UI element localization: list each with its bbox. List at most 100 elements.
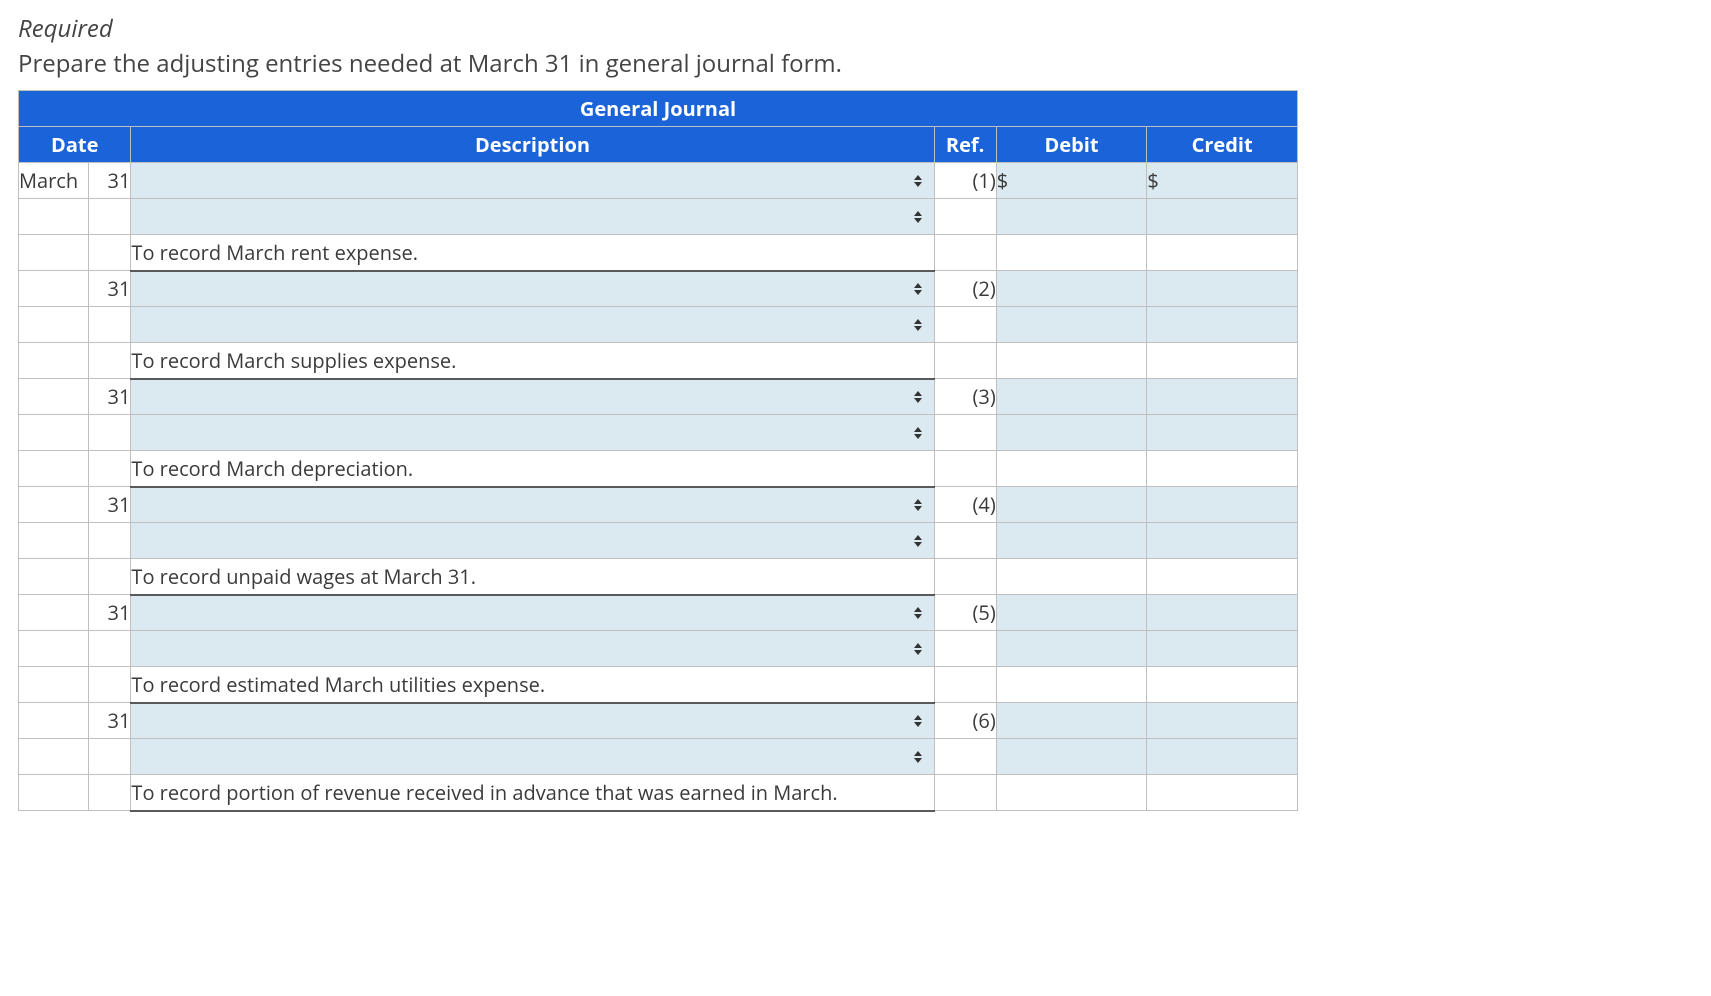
sort-icon — [912, 713, 924, 729]
credit-input[interactable] — [1147, 739, 1298, 775]
credit-input[interactable]: $ — [1147, 163, 1298, 199]
credit-input[interactable] — [1147, 595, 1298, 631]
debit-input[interactable] — [996, 199, 1147, 235]
debit-input[interactable] — [996, 631, 1147, 667]
date-day-cell: 31 — [89, 703, 131, 739]
sort-icon — [912, 425, 924, 441]
description-debit-select[interactable] — [131, 379, 934, 415]
ref-cell: (5) — [934, 595, 996, 631]
credit-cell — [1147, 343, 1298, 379]
debit-cell — [996, 451, 1147, 487]
instruction-text: Prepare the adjusting entries needed at … — [18, 47, 1693, 80]
date-day-cell — [89, 631, 131, 667]
date-month-cell — [19, 199, 89, 235]
date-month-cell — [19, 451, 89, 487]
debit-input[interactable]: $ — [996, 163, 1147, 199]
debit-input[interactable] — [996, 379, 1147, 415]
debit-input[interactable] — [996, 271, 1147, 307]
debit-input[interactable] — [996, 595, 1147, 631]
explanation-cell: To record March depreciation. — [131, 451, 934, 487]
ref-cell — [934, 559, 996, 595]
description-credit-select[interactable] — [131, 199, 934, 235]
description-credit-select[interactable] — [131, 631, 934, 667]
explanation-cell: To record portion of revenue received in… — [131, 775, 934, 811]
sort-icon — [912, 533, 924, 549]
credit-cell — [1147, 451, 1298, 487]
date-month-cell: March — [19, 163, 89, 199]
date-day-cell — [89, 307, 131, 343]
credit-cell — [1147, 559, 1298, 595]
journal-title: General Journal — [19, 91, 1298, 127]
ref-cell: (1) — [934, 163, 996, 199]
credit-input[interactable] — [1147, 271, 1298, 307]
debit-input[interactable] — [996, 307, 1147, 343]
date-day-cell — [89, 523, 131, 559]
debit-cell — [996, 235, 1147, 271]
ref-cell — [934, 307, 996, 343]
description-debit-select[interactable] — [131, 703, 934, 739]
explanation-cell: To record March rent expense. — [131, 235, 934, 271]
col-ref: Ref. — [934, 127, 996, 163]
date-day-cell — [89, 451, 131, 487]
explanation-cell: To record estimated March utilities expe… — [131, 667, 934, 703]
date-day-cell — [89, 667, 131, 703]
ref-cell — [934, 739, 996, 775]
description-debit-select[interactable] — [131, 271, 934, 307]
date-month-cell — [19, 595, 89, 631]
description-credit-select[interactable] — [131, 415, 934, 451]
ref-cell — [934, 775, 996, 811]
date-day-cell: 31 — [89, 595, 131, 631]
date-day-cell: 31 — [89, 379, 131, 415]
sort-icon — [912, 605, 924, 621]
ref-cell: (3) — [934, 379, 996, 415]
date-month-cell — [19, 559, 89, 595]
col-date: Date — [19, 127, 131, 163]
sort-icon — [912, 641, 924, 657]
credit-cell — [1147, 667, 1298, 703]
sort-icon — [912, 389, 924, 405]
date-month-cell — [19, 487, 89, 523]
description-credit-select[interactable] — [131, 307, 934, 343]
col-debit: Debit — [996, 127, 1147, 163]
explanation-cell: To record March supplies expense. — [131, 343, 934, 379]
sort-icon — [912, 749, 924, 765]
ref-cell — [934, 235, 996, 271]
ref-cell: (2) — [934, 271, 996, 307]
description-credit-select[interactable] — [131, 739, 934, 775]
sort-icon — [912, 281, 924, 297]
debit-input[interactable] — [996, 703, 1147, 739]
date-month-cell — [19, 667, 89, 703]
general-journal-table: General Journal Date Description Ref. De… — [18, 90, 1298, 812]
description-debit-select[interactable] — [131, 487, 934, 523]
explanation-cell: To record unpaid wages at March 31. — [131, 559, 934, 595]
debit-input[interactable] — [996, 415, 1147, 451]
ref-cell — [934, 199, 996, 235]
date-day-cell: 31 — [89, 271, 131, 307]
credit-input[interactable] — [1147, 379, 1298, 415]
ref-cell — [934, 667, 996, 703]
ref-cell: (4) — [934, 487, 996, 523]
description-debit-select[interactable] — [131, 163, 934, 199]
date-month-cell — [19, 379, 89, 415]
ref-cell: (6) — [934, 703, 996, 739]
date-month-cell — [19, 523, 89, 559]
credit-input[interactable] — [1147, 703, 1298, 739]
ref-cell — [934, 451, 996, 487]
date-month-cell — [19, 775, 89, 811]
description-debit-select[interactable] — [131, 595, 934, 631]
debit-input[interactable] — [996, 487, 1147, 523]
credit-input[interactable] — [1147, 199, 1298, 235]
date-month-cell — [19, 343, 89, 379]
date-day-cell — [89, 199, 131, 235]
credit-cell — [1147, 235, 1298, 271]
debit-input[interactable] — [996, 739, 1147, 775]
description-credit-select[interactable] — [131, 523, 934, 559]
debit-input[interactable] — [996, 523, 1147, 559]
credit-input[interactable] — [1147, 523, 1298, 559]
required-heading: Required — [18, 12, 1693, 45]
credit-input[interactable] — [1147, 631, 1298, 667]
credit-input[interactable] — [1147, 307, 1298, 343]
credit-input[interactable] — [1147, 487, 1298, 523]
date-month-cell — [19, 415, 89, 451]
credit-input[interactable] — [1147, 415, 1298, 451]
